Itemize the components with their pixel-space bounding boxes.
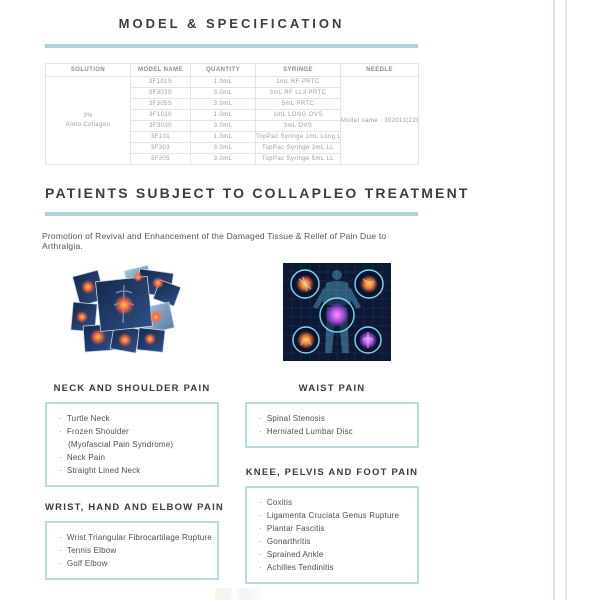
group-heading: KNEE, PELVIS AND FOOT PAIN (245, 467, 419, 478)
group-knee-pelvis-foot: KNEE, PELVIS AND FOOT PAIN · Coxitis · Lig… (245, 467, 419, 584)
list-item: · Sprained Ankle (259, 550, 324, 559)
syringe-cell: TopPac Syringe 5mL LL (255, 153, 341, 165)
joint-pain-collage-image (68, 265, 183, 361)
needle-cell: Model name : 302011(22G) (340, 76, 419, 165)
syringe-cell: 1mL LONG OVS (255, 109, 341, 121)
group-box: · Turtle Neck · Frozen Shoulder (Myofascia… (45, 402, 219, 487)
quantity-cell: 1.0mL (190, 131, 256, 143)
bullet-icon: · (259, 414, 262, 423)
syringe-cell: 5mL PRTC (255, 98, 341, 110)
syringe-cell: 3mL RF LL3 PRTC (255, 87, 341, 99)
table-row: 3% Atelo Collagen 3F101S 1.0mL 1mL RF PR… (45, 76, 419, 165)
group-heading: NECK AND SHOULDER PAIN (53, 383, 211, 394)
list-item: · Herniated Lumbar Disc (259, 427, 353, 436)
quantity-cell: 3.0mL (190, 87, 256, 99)
list-item: · Tennis Elbow (59, 546, 117, 555)
quantity-cell: 1.0mL (190, 76, 256, 88)
list-item: · Ligamenta Cruciata Genus Rupture (259, 511, 400, 520)
column-header-syringe: SYRINGE (255, 63, 341, 77)
bullet-icon: · (59, 533, 62, 542)
column-header-quantity: QUANTITY (190, 63, 256, 77)
bullet-icon: · (59, 546, 62, 555)
group-waist: WAIST PAIN · Spinal Stenosis · Herniated L… (245, 383, 419, 448)
group-box: · Spinal Stenosis · Herniated Lumbar Disc (245, 402, 419, 448)
quantity-cell: 3.0mL (190, 142, 256, 154)
quantity-cell: 1.0mL (190, 109, 256, 121)
group-neck-shoulder: NECK AND SHOULDER PAIN · Turtle Neck · Fro… (45, 383, 219, 487)
bullet-icon: · (259, 511, 262, 520)
model-cell: 3F101S (130, 76, 191, 88)
table-row: 3F1010 1.0mL 1mL LONG OVS (46, 109, 419, 121)
page-edge-line (553, 0, 555, 600)
bullet-icon: · (59, 453, 62, 462)
model-cell: 3F303 (130, 142, 191, 154)
list-item: · Turtle Neck (59, 414, 110, 423)
bullet-icon: · (259, 427, 262, 436)
solution-name: Atelo Collagen (65, 121, 111, 128)
table-row: 3F303 3.0mL TopPac Syringe 3mL LL (46, 142, 419, 154)
solution-percent: 3% (83, 112, 93, 119)
model-cell: 3F305S (130, 98, 191, 110)
model-cell: 3F1010 (130, 109, 191, 121)
main-content: MODEL & SPECIFICATION SOLUTION MODEL NAM… (42, 0, 470, 361)
list-item: · Straight Lined Neck (59, 466, 141, 475)
table-header-row: SOLUTION MODEL NAME QUANTITY SYRINGE NEE… (45, 63, 419, 77)
model-cell: 3F305 (130, 153, 191, 165)
group-wrist-hand-elbow: WRIST, HAND AND ELBOW PAIN · Wrist Triang… (45, 502, 224, 580)
quantity-cell: 3.0mL (190, 98, 256, 110)
bullet-icon: · (259, 524, 262, 533)
section-title-model-specification: MODEL & SPECIFICATION (118, 16, 345, 31)
syringe-cell: TopPac Syringe 1mL Long LL (255, 131, 341, 143)
list-item: · Coxitis (259, 498, 293, 507)
body-pain-map-image (283, 263, 391, 361)
list-item: · Plantar Fascitis (259, 524, 325, 533)
list-item: · Achilles Tendinitis (259, 563, 334, 572)
table-row: 3F3030 3.0mL 3mL OVS (46, 120, 419, 132)
syringe-cell: TopPac Syringe 3mL LL (255, 142, 341, 154)
list-item: · Spinal Stenosis (259, 414, 326, 423)
table-row: 3F303S 3.0mL 3mL RF LL3 PRTC (46, 87, 419, 99)
list-item: · Gonarthritis (259, 537, 311, 546)
group-heading: WAIST PAIN (298, 383, 366, 394)
cutoff-next-section-fragment (215, 588, 265, 600)
intro-text: Promotion of Revival and Enhancement of … (42, 231, 387, 251)
window-edge-line (565, 0, 567, 600)
model-cell: 3F101 (130, 131, 191, 143)
quantity-cell: 3.0mL (190, 120, 256, 132)
list-item: · Frozen Shoulder (59, 427, 130, 436)
syringe-cell: 1mL RF PRTC (255, 76, 341, 88)
list-item: · Wrist Triangular Fibrocartilage Rupture (59, 533, 212, 542)
bullet-icon: · (259, 498, 262, 507)
syringe-cell: 3mL OVS (255, 120, 341, 132)
accent-divider-bar (45, 44, 418, 48)
bullet-icon: · (59, 466, 62, 475)
column-header-needle: NEEDLE (340, 63, 419, 77)
group-box: · Wrist Triangular Fibrocartilage Rupture… (45, 521, 219, 580)
list-item: · Neck Pain (59, 453, 106, 462)
group-box: · Coxitis · Ligamenta Cruciata Genus Ruptu… (245, 486, 419, 584)
illustration-row (45, 263, 418, 361)
bullet-icon: · (59, 414, 62, 423)
list-item: · Golf Elbow (59, 559, 108, 568)
bullet-icon: · (259, 563, 262, 572)
list-item-continuation: (Myofascial Pain Syndrome) (68, 440, 174, 449)
column-header-model-name: MODEL NAME (130, 63, 191, 77)
model-cell: 3F3030 (130, 120, 191, 132)
model-cell: 3F303S (130, 87, 191, 99)
accent-divider-bar (45, 212, 418, 216)
solution-cell: 3% Atelo Collagen (45, 76, 131, 165)
group-heading: WRIST, HAND AND ELBOW PAIN (45, 502, 224, 513)
bullet-icon: · (59, 427, 62, 436)
bullet-icon: · (259, 550, 262, 559)
section-title-patients: PATIENTS SUBJECT TO COLLAPLEO TREATMENT (45, 185, 470, 201)
bullet-icon: · (59, 559, 62, 568)
column-header-solution: SOLUTION (45, 63, 131, 77)
bullet-icon: · (259, 537, 262, 546)
quantity-cell: 3.0mL (190, 153, 256, 165)
table-row: 3F305 3.0mL TopPac Syringe 5mL LL (46, 153, 419, 165)
specification-table: SOLUTION MODEL NAME QUANTITY SYRINGE NEE… (45, 63, 419, 165)
